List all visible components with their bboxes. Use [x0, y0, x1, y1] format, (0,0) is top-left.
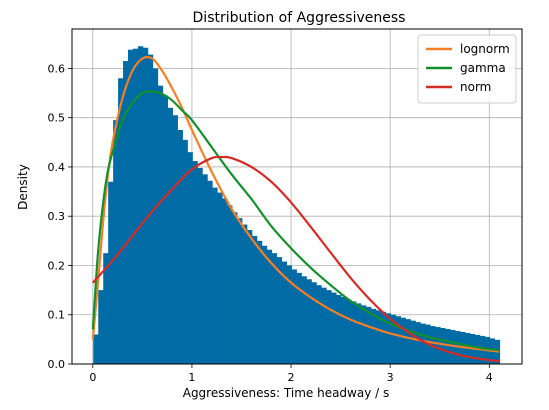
histogram-bar	[227, 205, 233, 364]
histogram-bar	[152, 68, 159, 364]
histogram-bar	[212, 187, 218, 364]
histogram-bar	[192, 161, 198, 364]
histogram-bar	[375, 310, 382, 364]
histogram-bar	[261, 245, 268, 364]
histogram-bar	[246, 230, 253, 364]
y-tick-label: 0.1	[48, 309, 66, 322]
x-tick-label: 1	[188, 371, 195, 384]
histogram-bar	[232, 212, 238, 364]
histogram-bar	[336, 295, 342, 364]
histogram-bar	[316, 285, 322, 364]
histogram-bar	[351, 301, 357, 364]
y-axis-label: Density	[16, 164, 30, 210]
histogram-bar	[177, 129, 183, 364]
histogram-bar	[296, 272, 302, 364]
y-tick-label: 0.3	[48, 210, 66, 223]
histogram-bar	[445, 329, 451, 364]
x-axis-ticks: 0 1 2 3 4	[89, 364, 493, 384]
y-tick-label: 0.0	[48, 358, 66, 371]
histogram-bar	[360, 305, 367, 364]
histogram-bar	[157, 85, 164, 364]
histogram-bar	[251, 235, 258, 364]
chart-title: Distribution of Aggressiveness	[193, 10, 406, 26]
histogram-bar	[326, 290, 332, 364]
histogram-bar	[405, 319, 411, 364]
histogram-bar	[291, 269, 297, 364]
histogram-bar	[286, 265, 292, 364]
y-tick-label: 0.6	[48, 62, 66, 75]
x-tick-label: 2	[288, 371, 295, 384]
legend-label-gamma: gamma	[460, 61, 506, 75]
histogram-bar	[271, 253, 278, 364]
histogram-bar	[172, 115, 178, 365]
histogram-bar	[415, 322, 421, 364]
histogram-bar	[207, 180, 213, 364]
histogram-bar	[440, 328, 446, 364]
histogram-bar	[197, 167, 203, 364]
histogram-bar	[113, 120, 119, 364]
histogram-bar	[182, 139, 188, 364]
histogram-bar	[132, 48, 139, 365]
histogram-bar	[385, 313, 392, 364]
histogram-bar	[128, 49, 134, 365]
histogram-bar	[341, 297, 347, 364]
histogram-bar	[390, 314, 397, 364]
histogram-bar	[410, 320, 416, 364]
x-tick-label: 0	[89, 371, 96, 384]
histogram-bar	[321, 287, 327, 364]
histogram-bar	[137, 46, 144, 364]
histogram-bar	[98, 290, 104, 364]
histogram-bar	[147, 54, 154, 364]
x-tick-label: 4	[486, 371, 493, 384]
x-axis-label: Aggressiveness: Time headway / s	[183, 386, 390, 400]
histogram-bar	[395, 316, 401, 364]
histogram-bar	[142, 47, 149, 365]
legend-label-lognorm: lognorm	[460, 42, 510, 56]
histogram-bar	[281, 261, 287, 364]
histogram-bar	[365, 306, 372, 364]
histogram-bar	[311, 282, 317, 364]
histogram-bar	[222, 198, 228, 364]
x-tick-label: 3	[387, 371, 394, 384]
y-tick-label: 0.2	[48, 259, 66, 272]
y-tick-label: 0.4	[48, 161, 66, 174]
series-line-lognorm	[91, 55, 500, 353]
histogram-bar	[237, 218, 243, 364]
histogram-bar	[108, 181, 114, 364]
histogram-bar	[355, 303, 362, 364]
fit-lines	[91, 55, 500, 363]
histogram-bar	[93, 334, 99, 364]
histogram-bar	[266, 249, 273, 364]
histogram-bar	[118, 78, 124, 364]
histogram-bar	[217, 192, 223, 364]
histogram-bar	[420, 323, 426, 364]
legend: lognorm gamma norm	[417, 34, 517, 104]
histogram-bar	[167, 107, 174, 364]
histogram-bar	[123, 61, 129, 364]
y-tick-label: 0.5	[48, 112, 66, 125]
histogram-bar	[276, 257, 283, 364]
histogram-bar	[241, 224, 248, 364]
histogram-bar	[346, 299, 352, 364]
histogram-bar	[187, 152, 193, 364]
histogram-bar	[331, 292, 337, 364]
histogram-bar	[301, 276, 307, 364]
y-axis-ticks: 0.0 0.1 0.2 0.3 0.4 0.5 0.6	[48, 62, 72, 371]
histogram-bar	[370, 308, 377, 364]
histogram-bar	[306, 279, 312, 364]
histogram-bar	[162, 95, 169, 364]
histogram-bar	[400, 317, 406, 364]
series-line-norm	[91, 155, 500, 363]
legend-label-norm: norm	[460, 80, 491, 94]
histogram-bar	[256, 240, 263, 364]
histogram-bar	[450, 330, 456, 364]
histogram-bar	[435, 327, 441, 364]
histogram-bar	[202, 174, 208, 364]
histogram-bar	[380, 311, 387, 364]
plot-frame	[71, 28, 523, 365]
histogram-bar	[103, 253, 109, 364]
series-line-gamma	[91, 90, 500, 352]
